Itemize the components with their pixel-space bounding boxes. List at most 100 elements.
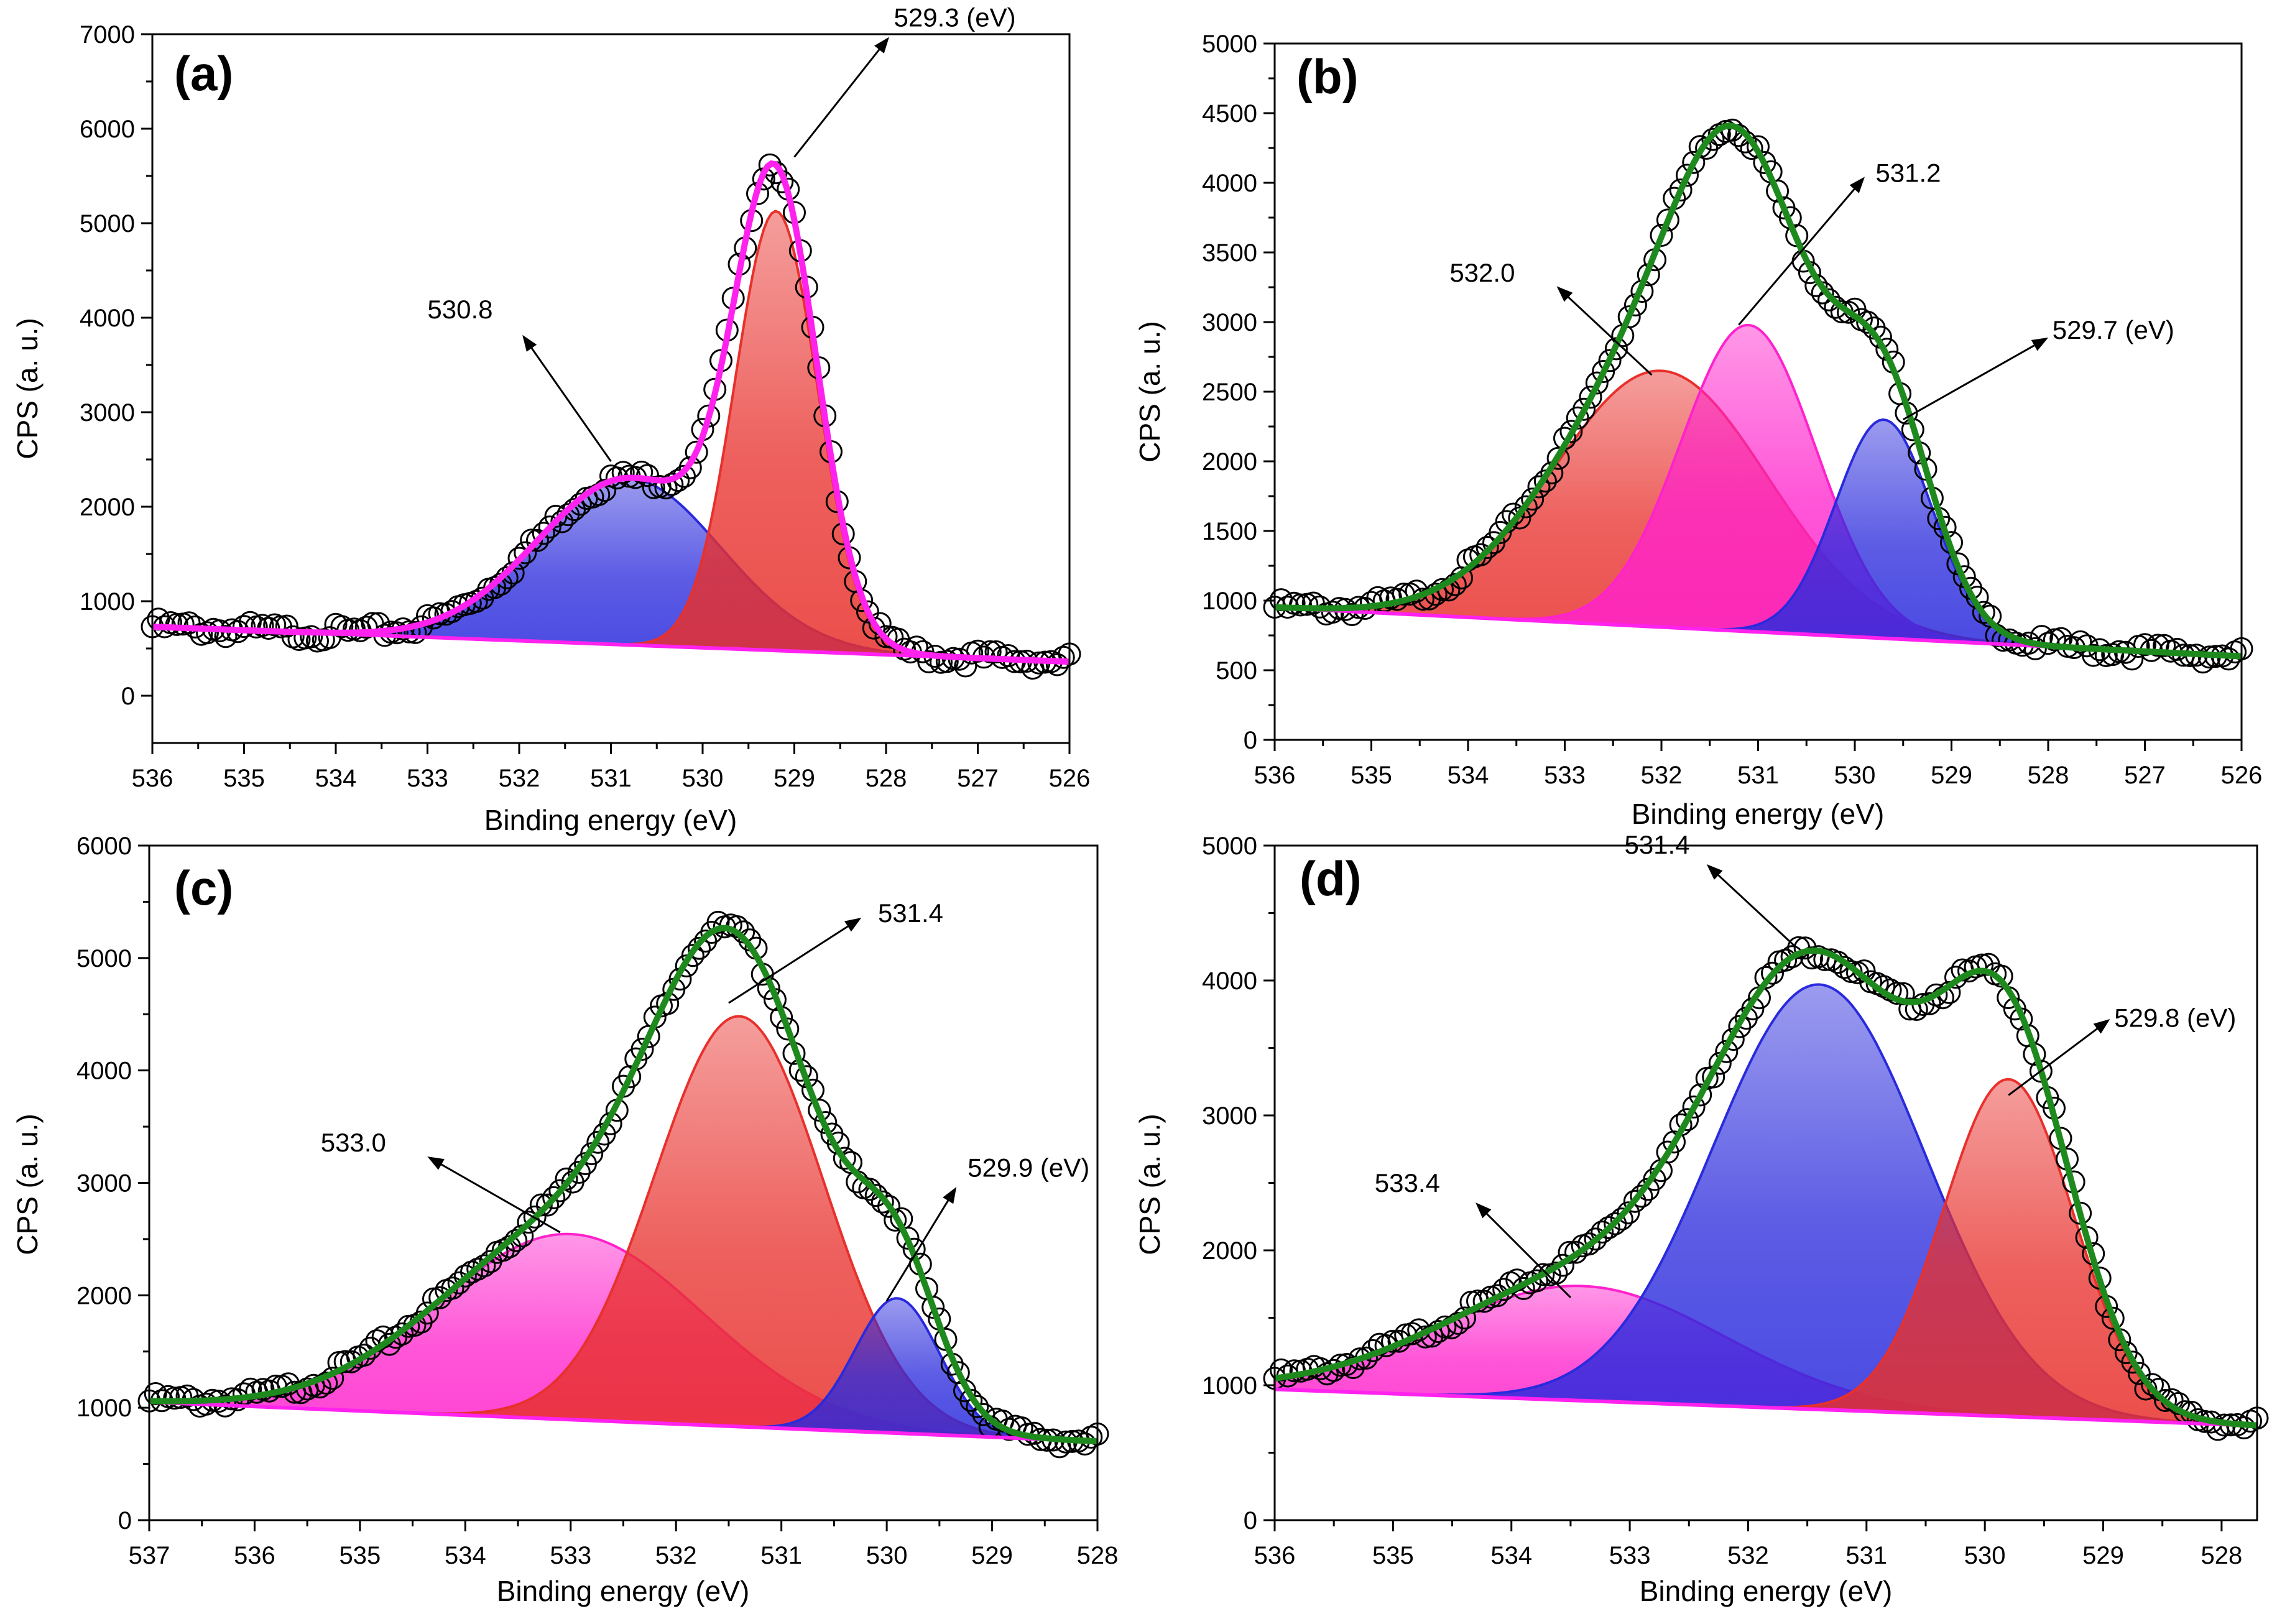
y-tick-label: 4500 [1202, 100, 1257, 127]
x-tick-label: 532 [1641, 762, 1683, 789]
data-point [526, 528, 549, 552]
y-tick-label: 2000 [76, 1282, 132, 1309]
data-point [1682, 150, 1706, 174]
x-tick-label: 536 [1254, 762, 1296, 789]
data-point [339, 1350, 363, 1373]
annotation-label: 529.7 (eV) [2053, 315, 2174, 344]
y-tick-label: 5000 [76, 945, 132, 972]
data-point [177, 611, 201, 635]
data-point [1761, 961, 1784, 985]
annotation-label: 529.3 (eV) [894, 3, 1016, 32]
y-tick-label: 4000 [1202, 170, 1257, 197]
data-point [1564, 1240, 1587, 1264]
x-axis-title: Binding energy (eV) [1640, 1575, 1893, 1607]
data-point [1508, 506, 1531, 530]
annotation-label: 529.9 (eV) [968, 1153, 1089, 1182]
x-axis-ticks: 537 536 535 534 533 532 531 530 529 528 [129, 1520, 1118, 1569]
data-point [921, 1296, 945, 1319]
data-point [1591, 1220, 1614, 1244]
data-point [2082, 644, 2105, 667]
data-point [2069, 630, 2092, 653]
data-point [514, 541, 537, 565]
y-tick-label: 1000 [80, 588, 135, 616]
data-point [586, 1130, 610, 1154]
data-point [1617, 305, 1641, 329]
data-point [2101, 1306, 2125, 1330]
x-tick-label: 537 [129, 1542, 170, 1569]
annotation-arrow [522, 334, 612, 462]
x-tick-label: 535 [223, 765, 265, 792]
data-point [466, 1257, 490, 1281]
data-point [1551, 1253, 1574, 1277]
data-point [1972, 601, 1995, 624]
data-point [1597, 1216, 1620, 1239]
x-tick-label: 529 [1931, 762, 1972, 789]
fit-lines [1274, 947, 2258, 1429]
y-axis-title: CPS (a. u.) [1134, 321, 1166, 463]
y-axis-ticks: 0 1000 2000 3000 4000 5000 6000 [76, 833, 149, 1534]
data-point [2141, 1373, 2164, 1396]
fit-lines [1274, 122, 2242, 660]
panel-d: 536 535 534 533 532 531 530 529 528 0 1000 2000 300… [1134, 830, 2269, 1607]
x-tick-label: 528 [2201, 1542, 2243, 1569]
data-point [833, 1146, 856, 1170]
data-point [214, 625, 238, 648]
data-point [536, 1193, 559, 1217]
x-tick-label: 532 [655, 1542, 697, 1569]
x-tick-label: 533 [550, 1542, 591, 1569]
data-point [776, 1017, 800, 1041]
x-tick-label: 531 [760, 1542, 802, 1569]
x-tick-label: 527 [957, 765, 999, 792]
y-tick-label: 1500 [1202, 518, 1257, 545]
data-point [874, 625, 898, 648]
data-point [453, 1264, 477, 1288]
data-point [523, 1205, 547, 1229]
data-point [1656, 208, 1679, 232]
y-tick-label: 3000 [80, 399, 135, 427]
data-point [978, 640, 1002, 663]
fit-envelope-line [1274, 122, 2242, 660]
data-point [300, 625, 323, 648]
y-tick-label: 6000 [80, 116, 135, 143]
annotation-arrow [427, 1156, 561, 1234]
x-axis-ticks: 536 535 534 533 532 531 530 529 528 527 526 [132, 743, 1090, 792]
data-point [1754, 966, 1778, 989]
data-point [330, 615, 354, 639]
component-areas [1273, 983, 2242, 1427]
data-point [507, 547, 531, 570]
x-tick-label: 530 [682, 765, 724, 792]
data-point [517, 1211, 540, 1234]
data-point [1689, 1083, 1712, 1107]
y-axis-title: CPS (a. u.) [11, 318, 44, 459]
x-axis-ticks: 536 535 534 533 532 531 530 529 528 527 526 [1254, 740, 2262, 789]
data-point [1682, 1096, 1706, 1119]
x-tick-label: 533 [407, 765, 448, 792]
data-point [1774, 948, 1798, 972]
data-point [1592, 360, 1615, 383]
y-tick-label: 500 [1216, 657, 1257, 685]
data-point [441, 1276, 464, 1300]
data-point [856, 600, 879, 624]
x-tick-label: 529 [774, 765, 815, 792]
annotation-arrow [1556, 286, 1653, 376]
x-tick-label: 536 [1254, 1542, 1296, 1569]
panel-label: (a) [174, 46, 233, 101]
data-point [1521, 487, 1545, 511]
annotation-arrow [2008, 1019, 2110, 1096]
data-point [1970, 953, 1994, 977]
data-point [2154, 1389, 2177, 1412]
x-tick-label: 535 [339, 1542, 381, 1569]
annotation-label: 533.0 [321, 1128, 386, 1157]
y-tick-label: 1000 [1202, 1372, 1257, 1400]
data-point [1610, 1207, 1633, 1231]
x-tick-label: 534 [1448, 762, 1489, 789]
data-point [984, 640, 1008, 663]
data-point [1533, 469, 1557, 493]
y-tick-label: 6000 [76, 833, 132, 860]
y-axis-title: CPS (a. u.) [1134, 1114, 1166, 1255]
data-point [685, 440, 708, 464]
annotation-arrow [1903, 337, 2049, 421]
x-tick-label: 534 [1490, 1542, 1532, 1569]
data-point [1728, 1015, 1752, 1038]
x-tick-label: 531 [590, 765, 632, 792]
